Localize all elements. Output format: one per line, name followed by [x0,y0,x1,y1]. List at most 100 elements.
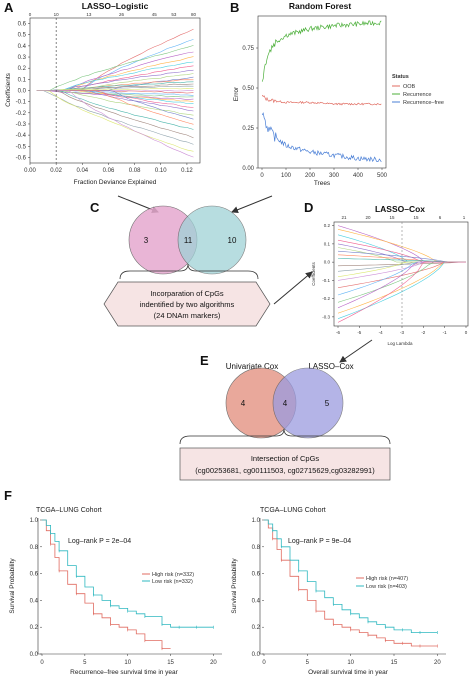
panel-letter-e: E [200,353,209,368]
arrow-c-to-d [273,271,313,305]
panel-a-coef-path [36,39,194,91]
panel-a-top-tick-label: 10 [54,12,60,17]
panel-d-ytick-label: -0.1 [322,278,330,283]
panel-letter-f: F [4,488,12,503]
panel-a-xtick-label: 0.12 [181,168,193,174]
arrow-d-to-e [339,339,373,363]
panel-b-xtick-label: 500 [377,173,388,179]
f1-xtick-label: 20 [210,660,217,666]
panel-a-ytick-label: 0.5 [18,33,27,39]
panel-a-coef-path [36,90,194,112]
panel-b-xtick-label: 100 [281,173,292,179]
panel-c: 3 11 10 Incorparation of CpGs indentifie… [103,205,271,327]
f1-ytick-label: 0.6 [30,572,39,578]
panel-a-coef-path [36,87,194,92]
venn-e-right-label: LASSO–Cox [308,362,353,371]
panel-b-xtick-label: 200 [305,173,316,179]
panel-a-top-tick-label: 80 [191,12,197,17]
km2-pvalue: Log–rank P = 9e–04 [288,538,351,545]
panel-a-coef-path [36,90,194,158]
panel-a-top-tick-label: 0 [29,12,32,17]
venn-e-left-label: Univariate Cox [226,362,278,371]
panel-d-coef-path [337,258,466,263]
panel-d-xtick-label: -4 [379,330,383,335]
venn-e-right-circle [272,367,344,439]
panel-d-xtick-label: -1 [443,330,447,335]
panel-d-xtick-label: -2 [421,330,425,335]
panel-a-ytick-label: 0.4 [18,44,27,50]
panel-b-xtick-label: 0 [260,173,264,179]
panel-b-xtick-label: 300 [329,173,340,179]
f1-ytick-label: 1.0 [30,518,39,524]
panel-b-legend: Status OOB Recurrence Recurrence–free [392,74,444,106]
f2-xtick-label: 10 [347,660,354,666]
panel-d-ylabel: Coefficients [311,262,316,286]
panel-a-ytick-label: 0.2 [18,66,27,72]
f1-xtick-label: 0 [40,660,44,666]
panel-d-xtick-label: -5 [357,330,361,335]
venn-e-bracket [179,428,391,445]
arrow-b-to-c [231,195,273,214]
panel-d-xlabel: Log Lambda [387,341,413,346]
panel-d-ytick-label: 0.2 [324,223,331,228]
box-c [103,281,271,327]
f2-ytick-label: 0.6 [252,572,261,578]
km1-legend-high: High risk (n=332) [152,572,194,578]
panel-a-ylabel: Coefficients [5,72,12,107]
panel-d-top-tick-label: 6 [439,215,442,220]
panel-d-top-tick-label: 15 [413,215,419,220]
f1-ytick-label: 0.4 [30,598,39,604]
panel-a-ytick-label: 0.3 [18,55,27,61]
panel-a-ytick-label: 0.6 [18,22,27,28]
box-c-line3: (24 DNAm markers) [154,311,221,320]
legend-label-recurrence-free: Recurrence–free [403,100,444,106]
panel-b-ylabel: Error [233,86,240,101]
panel-a-ytick-label: 0.1 [18,77,27,83]
panel-a-coef-path [36,65,194,92]
panel-b: Random Forest 0.00 0.25 0.50 0.75 0 100 200 30… [233,1,444,187]
f2-ytick-label: 1.0 [252,518,261,524]
panel-d-ytick-label: 0.1 [324,241,331,246]
venn-c-left-count: 3 [144,236,149,245]
panel-letter-a: A [4,0,14,15]
f1-ytick-label: 0.8 [30,545,39,551]
f2-ytick-label: 0.2 [252,625,261,631]
km1-legend: High risk (n=332) Low risk (n=332) [142,572,194,585]
f2-xtick-label: 20 [434,660,441,666]
panel-d-top-tick-label: 1 [463,215,466,220]
km1-ylabel: Survival Probability [9,558,16,614]
panel-b-frame [257,15,387,169]
panel-a-coef-path [36,90,194,152]
panel-d-ytick-label: 0.0 [324,260,331,265]
panel-d-title: LASSO–Cox [375,204,425,214]
panel-a-top-tick-label: 26 [119,12,125,17]
panel-d-xtick-label: 0 [465,330,468,335]
panel-e: Univariate Cox LASSO–Cox 4 4 5 Intersect… [179,362,391,481]
venn-e-left-count: 4 [241,399,246,408]
panel-a-coef-path [36,90,194,139]
f1-series-1 [42,519,214,628]
panel-a-ytick-label: -0.6 [16,155,27,161]
panel-d-top-tick-label: 15 [389,215,395,220]
km2-legend: High risk (n=407) Low risk (n=403) [356,576,408,590]
panel-d-top-tick-label: 20 [365,215,371,220]
km2-legend-low: Low risk (n=403) [366,584,407,590]
f1-ytick-label: 0.2 [30,625,39,631]
venn-e-center-count: 4 [283,399,288,408]
panel-letter-c: C [90,200,100,215]
panel-b-title: Random Forest [289,1,352,11]
km2-ylabel: Survival Probability [231,558,238,614]
f2-ytick-label: 0.0 [252,652,261,658]
f1-xtick-label: 10 [124,660,131,666]
panel-b-xlabel: Trees [314,180,331,187]
legend-label-recurrence: Recurrence [403,92,431,98]
f1-xtick-label: 15 [167,660,174,666]
panel-b-series-2 [261,112,382,163]
f2-xtick-label: 0 [262,660,266,666]
box-c-line1: Incorparation of CpGs [150,289,224,298]
panel-a-ytick-label: -0.5 [16,144,27,150]
venn-c-right-count: 10 [228,236,237,245]
panel-d-top-tick-label: 21 [341,215,347,220]
panel-a-ytick-label: -0.3 [16,122,27,128]
f2-ytick-label: 0.8 [252,545,261,551]
